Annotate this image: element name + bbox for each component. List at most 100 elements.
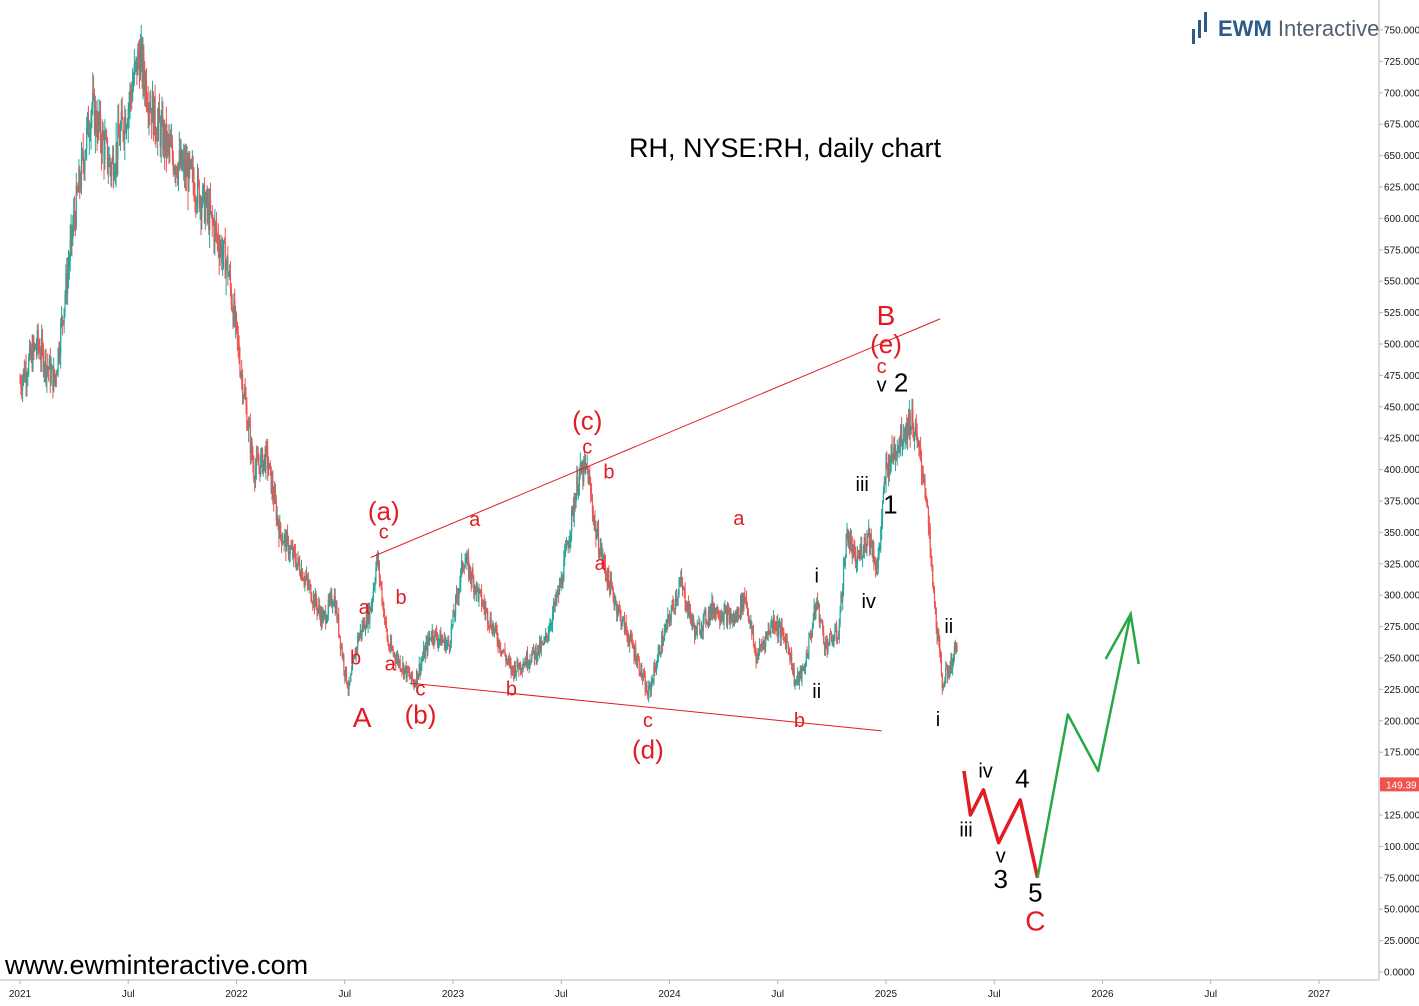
candle-body [433, 640, 435, 643]
candle-body [785, 640, 788, 649]
candle-body [511, 666, 513, 673]
candle-body [749, 622, 751, 624]
wave-label: v [877, 375, 887, 397]
candle-body [293, 548, 296, 553]
candle-body [334, 596, 336, 614]
candle-body [820, 618, 822, 622]
candle-body [623, 617, 625, 619]
candle-body [585, 463, 587, 468]
candle-body [115, 142, 117, 170]
candle-body [101, 130, 103, 154]
candle-body [837, 638, 839, 640]
candle-body [739, 598, 742, 617]
candle-body [35, 348, 38, 350]
candle-body [199, 199, 201, 209]
candle-body [170, 143, 173, 147]
candle-body [694, 626, 696, 638]
candle-body [619, 609, 621, 613]
candle-body [642, 674, 645, 679]
candle-body [215, 223, 217, 227]
candle-body [144, 78, 147, 94]
candle-body [441, 639, 443, 646]
last-price-badge: 149.39 [1380, 777, 1419, 792]
candle-body [904, 438, 906, 440]
candle-body [679, 581, 681, 586]
candle-body [419, 663, 421, 673]
candle-body [933, 585, 935, 589]
candle-body [780, 625, 782, 638]
candle-body [135, 57, 137, 63]
candle-body [642, 677, 644, 679]
price-axis[interactable]: 0.0000 25.0000 50.0000 75.0000 100.0000 125.0… [1379, 26, 1419, 979]
candle-body [552, 604, 555, 614]
candle-body [415, 683, 417, 686]
chart-title: RH, NYSE:RH, daily chart [629, 133, 942, 163]
candle-body [207, 202, 209, 211]
wave-label: b [350, 647, 361, 669]
candle-body [739, 616, 741, 618]
y-tick-label: 300.0000 [1384, 591, 1419, 602]
candle-body [722, 616, 724, 623]
candle-body [386, 628, 388, 640]
candle-body [442, 641, 445, 643]
candle-body [95, 108, 97, 131]
candle-body [203, 185, 206, 222]
candle-body [933, 588, 936, 605]
wave-label: 2 [894, 368, 908, 398]
candle-body [725, 608, 727, 610]
candle-body [105, 136, 107, 139]
candle-body [257, 458, 259, 466]
candle-body [507, 658, 510, 661]
candle-body [296, 562, 298, 569]
candle-body [871, 547, 873, 556]
candle-body [359, 630, 361, 636]
candle-body [765, 633, 768, 636]
candle-body [668, 615, 671, 620]
candle-body [268, 463, 271, 469]
candle-body [674, 596, 677, 609]
candle-body [118, 136, 121, 145]
candle-body [659, 646, 661, 655]
candle-body [773, 617, 775, 629]
candle-body [727, 609, 729, 612]
candle-body [611, 586, 613, 589]
candle-body [182, 163, 184, 169]
candle-body [471, 571, 473, 582]
time-axis[interactable]: 2021 Jul 2022 Jul 2023 Jul 2024 Jul 2025 Jul 2026 J… [9, 980, 1331, 1000]
candle-body [216, 235, 219, 237]
wave-labels: A(a)ca bb ac(b)ab(c)cbac(d)abiiiiiiivB(e)c… [350, 300, 1045, 936]
candle-body [189, 156, 191, 166]
candle-body [235, 313, 238, 323]
candle-body [610, 578, 613, 587]
candle-body [434, 630, 436, 643]
wave-label: (b) [405, 699, 437, 729]
candle-body [190, 161, 193, 167]
candle-body [672, 602, 674, 605]
wave-label: iv [861, 591, 875, 613]
candle-body [582, 465, 584, 482]
candle-body [230, 287, 232, 305]
candle-body [256, 456, 258, 459]
candle-body [648, 685, 650, 699]
candle-body [270, 466, 272, 492]
candle-body [120, 111, 122, 129]
candle-body [487, 623, 490, 626]
candle-body [555, 596, 557, 602]
candle-body [318, 605, 320, 609]
candle-body [246, 405, 248, 430]
candle-body [470, 577, 472, 582]
candle-body [840, 594, 842, 612]
candle-body [550, 625, 552, 627]
brand-name-rest: Interactive [1272, 16, 1380, 41]
candle-body [133, 64, 135, 82]
candle-body [818, 603, 820, 623]
candle-body [147, 107, 149, 115]
candle-body [129, 89, 131, 104]
candle-body [945, 668, 947, 683]
candle-body [493, 625, 495, 632]
candle-body [80, 186, 82, 188]
candle-body [768, 630, 770, 633]
candle-body [204, 204, 206, 222]
candle-body [926, 501, 928, 503]
